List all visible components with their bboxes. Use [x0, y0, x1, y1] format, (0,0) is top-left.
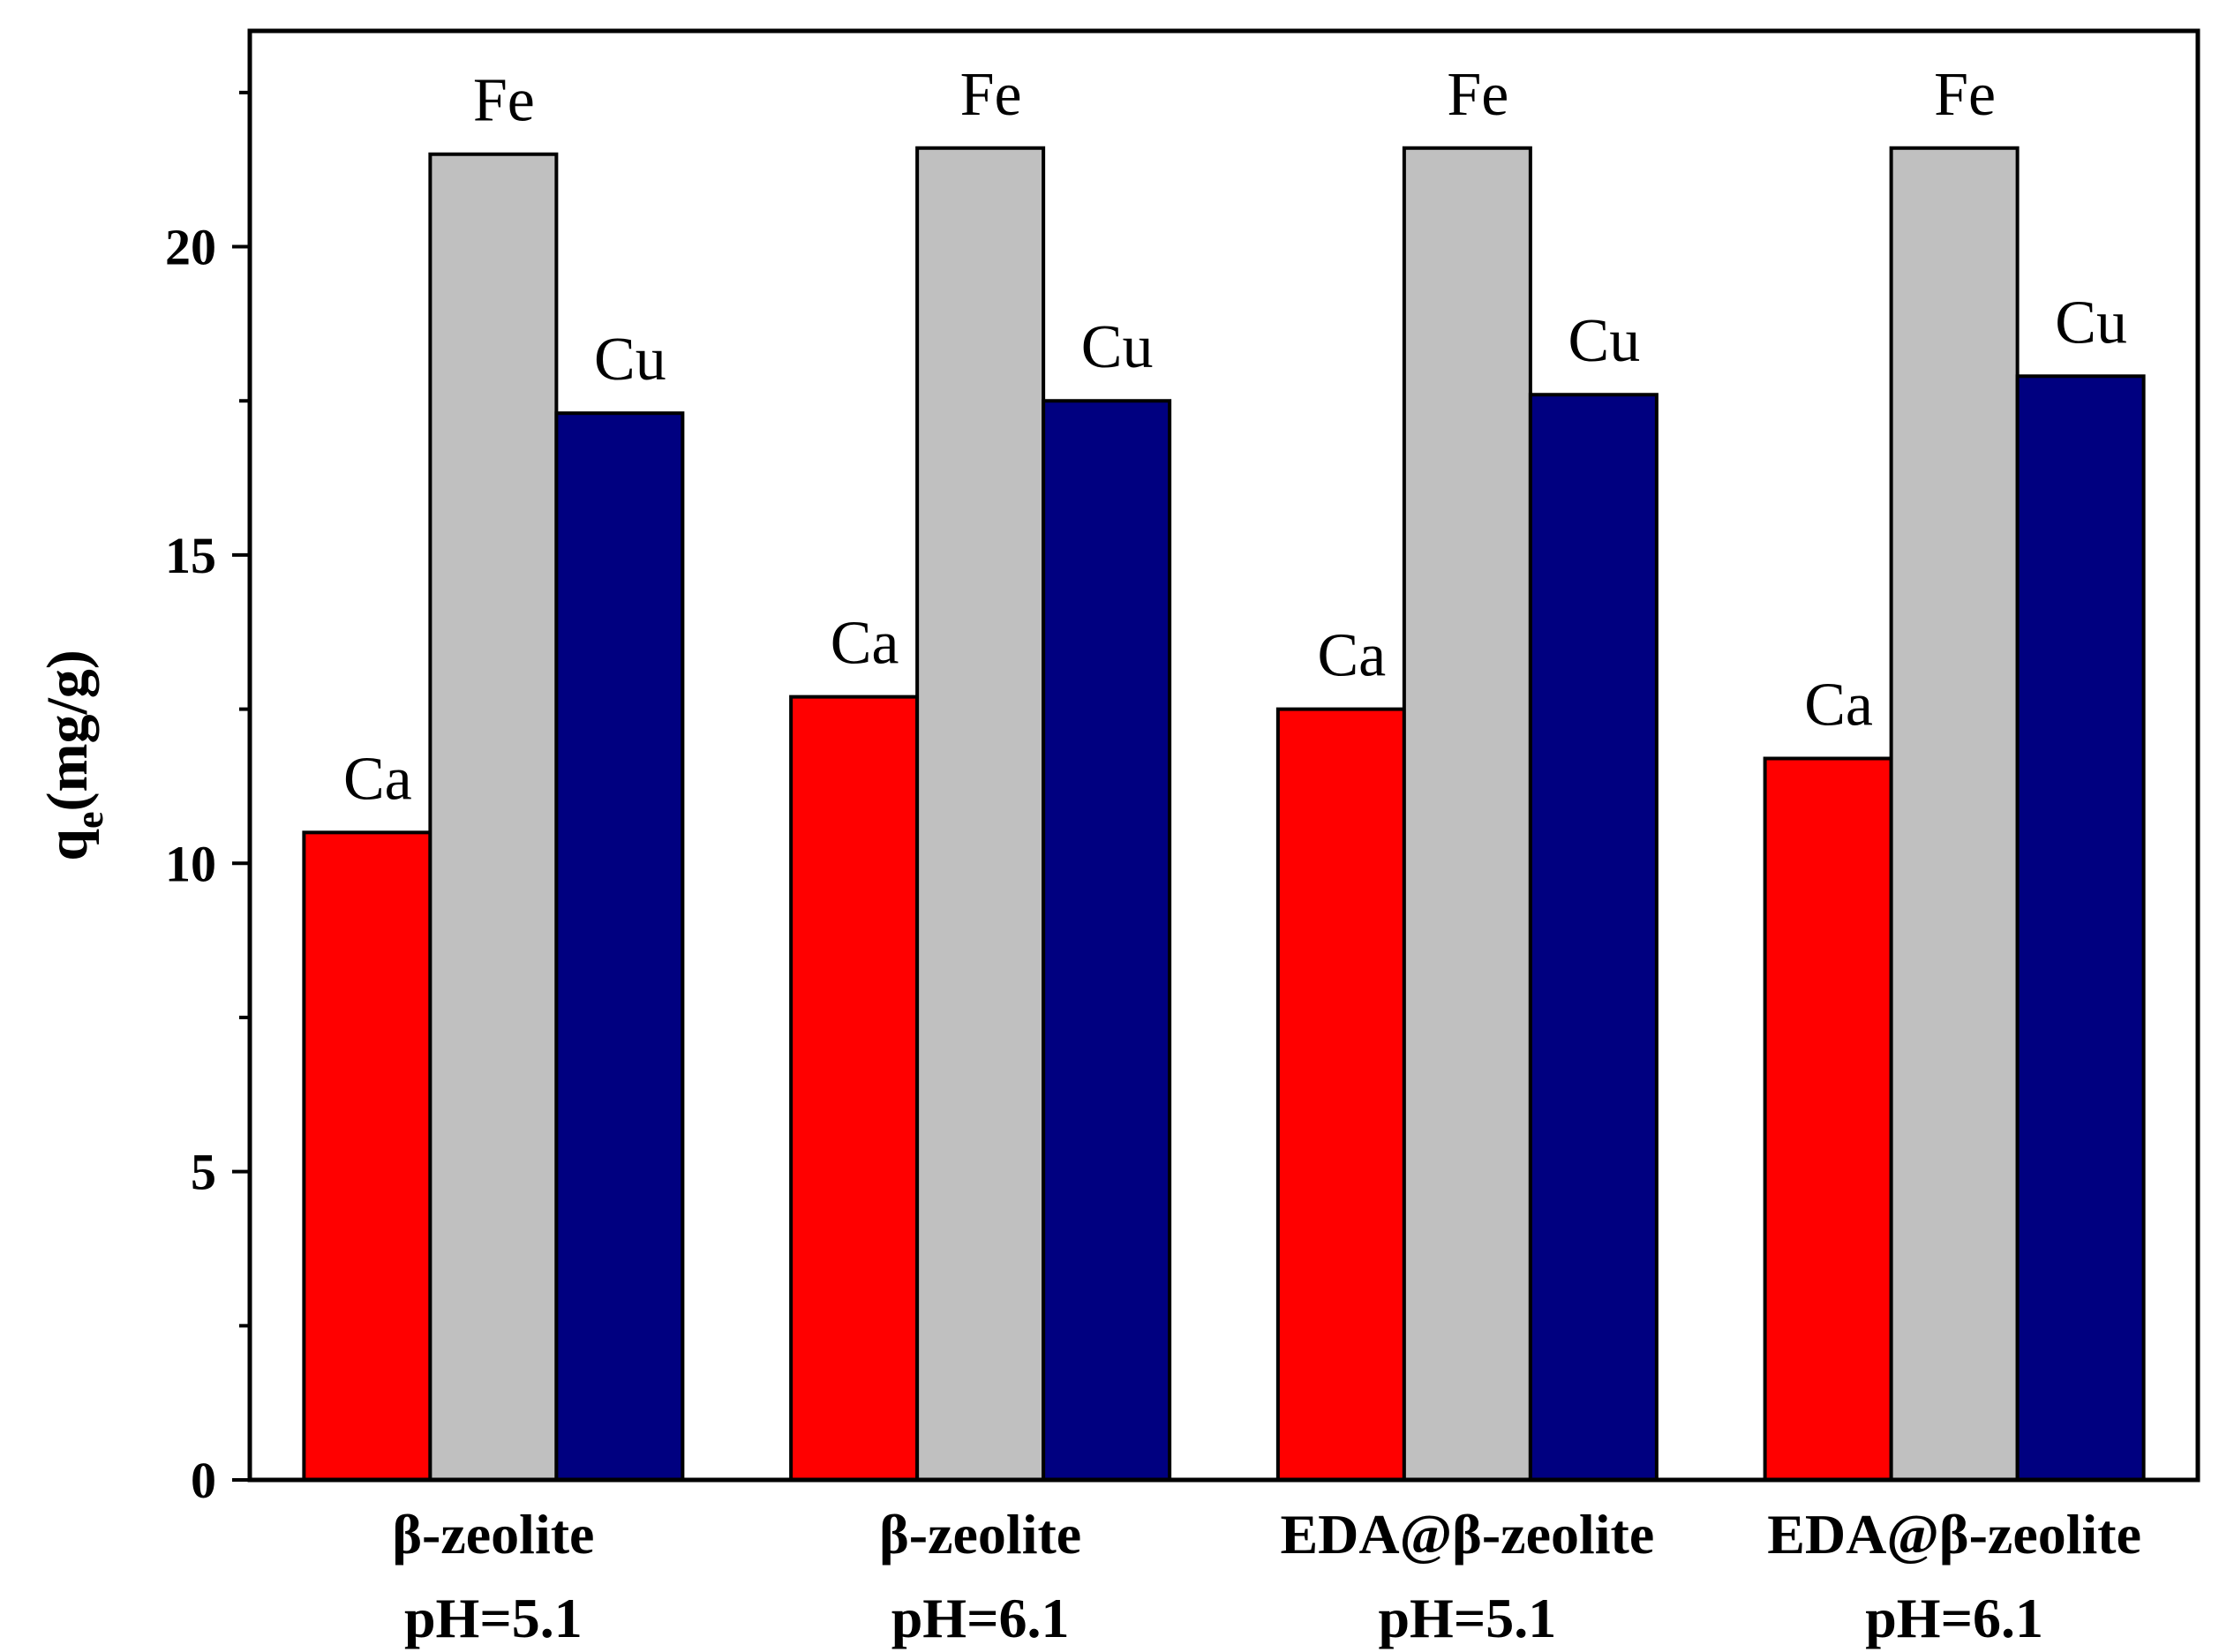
bar-label-cu-1: Cu — [594, 326, 666, 394]
bar-fe-4 — [1889, 146, 2020, 1482]
bar-label-ca-4: Ca — [1804, 671, 1873, 739]
bar-cu-1 — [554, 411, 685, 1482]
bar-cu-4 — [2015, 374, 2146, 1482]
bar-label-ca-2: Ca — [831, 610, 899, 678]
y-tick-label-10: 10 — [165, 835, 216, 892]
y-tick-label-15: 15 — [165, 527, 216, 584]
bar-fe-1 — [428, 152, 559, 1483]
bar-fe-3 — [1402, 146, 1532, 1482]
y-tick-label-20: 20 — [165, 219, 216, 276]
bar-fe-2 — [915, 146, 1046, 1482]
bar-ca-2 — [789, 695, 920, 1482]
bar-label-fe-3: Fe — [1447, 61, 1508, 129]
x-category-label-2-line1: β-zeolite — [879, 1503, 1081, 1566]
bar-label-fe-1: Fe — [473, 67, 535, 135]
y-axis-title-subscript: e — [68, 812, 111, 830]
bar-label-fe-2: Fe — [960, 61, 1022, 129]
bar-label-cu-2: Cu — [1081, 313, 1154, 381]
plot-frame — [247, 28, 2200, 1483]
y-tick-label-5: 5 — [191, 1144, 216, 1201]
y-axis-title: qe(mg/g) — [35, 650, 111, 861]
bar-label-ca-3: Ca — [1317, 622, 1386, 690]
bar-label-cu-4: Cu — [2055, 289, 2127, 357]
x-category-label-1-line1: β-zeolite — [392, 1503, 594, 1566]
bar-ca-1 — [302, 830, 433, 1482]
bar-cu-3 — [1528, 393, 1659, 1482]
x-category-label-4-line1: EDA@β-zeolite — [1767, 1503, 2141, 1566]
x-category-label-4-line2: pH=6.1 — [1865, 1587, 2043, 1649]
bar-ca-4 — [1763, 756, 1893, 1482]
bar-labels-layer: Ca Fe Cu Ca Fe Cu Ca Fe Cu Ca Fe Cu — [343, 61, 2127, 814]
y-axis-title-unit: (mg/g) — [35, 650, 100, 811]
x-axis: β-zeolite pH=5.1 β-zeolite pH=6.1 EDA@β-zeol… — [392, 1503, 2141, 1649]
bar-label-ca-1: Ca — [343, 745, 412, 813]
x-category-label-2-line2: pH=6.1 — [891, 1587, 1070, 1649]
x-category-label-3-line1: EDA@β-zeolite — [1280, 1503, 1654, 1566]
y-axis-title-main: q — [35, 829, 100, 861]
x-category-label-3-line2: pH=5.1 — [1378, 1587, 1556, 1649]
y-tick-label-0: 0 — [191, 1452, 216, 1509]
y-axis: 0 5 10 15 20 — [165, 90, 250, 1509]
x-category-label-1-line2: pH=5.1 — [404, 1587, 583, 1649]
bar-label-fe-4: Fe — [1934, 61, 1996, 129]
bar-label-cu-3: Cu — [1568, 307, 1641, 375]
bar-ca-3 — [1275, 707, 1406, 1482]
bars-layer — [302, 146, 2146, 1483]
bar-cu-2 — [1042, 399, 1172, 1483]
